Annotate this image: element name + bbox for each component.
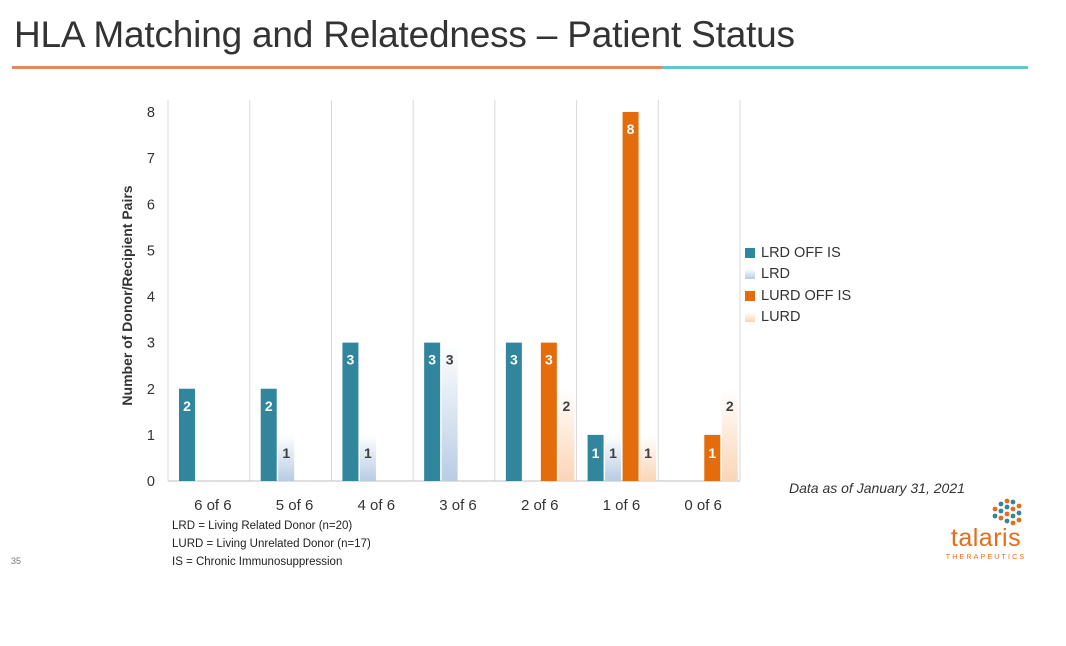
data-as-of-note: Data as of January 31, 2021 [789,480,965,496]
logo-dot [1010,520,1016,526]
slide-title: HLA Matching and Relatedness – Patient S… [14,14,795,55]
bar [441,342,458,481]
logo-dot [1004,504,1010,510]
y-tick-label: 8 [147,105,155,121]
x-tick-label: 0 of 6 [684,497,722,514]
data-label: 8 [627,121,635,137]
data-label: 3 [347,352,355,368]
logo-dot [998,501,1004,507]
legend-item: LRD OFF IS [745,242,851,264]
legend-item: LURD OFF IS [745,285,851,307]
bar [505,342,522,481]
data-label: 1 [644,445,652,461]
bar [424,342,441,481]
bar [640,434,657,481]
legend-item: LURD [745,307,851,329]
logo-wordmark: talaris [950,524,1022,552]
legend-label: LURD OFF IS [761,287,852,304]
x-tick-label: 2 of 6 [521,497,559,514]
y-tick-label: 4 [147,290,155,306]
logo-dots-icon [992,498,1022,526]
logo-dot [1016,517,1022,523]
data-label: 1 [364,445,372,461]
legend-label: LRD OFF IS [761,244,841,261]
logo-dot [998,515,1004,521]
bar [260,388,277,481]
legend-label: LRD [761,266,791,283]
legend-swatch [745,269,755,280]
y-tick-label: 5 [147,243,155,259]
data-label: 2 [183,398,191,414]
x-tick-label: 6 of 6 [194,497,232,514]
title-underline-orange [12,66,662,69]
bar [278,434,295,481]
title-underline-teal [662,66,1028,69]
y-tick-label: 1 [147,428,155,444]
y-tick-label: 0 [147,474,155,490]
footnote-lrd: LRD = Living Related Donor (n=20) [172,520,353,532]
legend-swatch [745,312,755,323]
bar [540,342,557,481]
bar [622,112,639,481]
y-axis-label: Number of Donor/Recipient Pairs [119,185,135,405]
y-tick-label: 6 [147,197,155,213]
logo-dot [998,508,1004,514]
y-tick-label: 3 [147,336,155,352]
logo-dot [1004,518,1010,524]
bar [704,434,721,481]
legend-swatch [745,247,755,258]
y-tick-label: 2 [147,382,155,398]
footnote-is: IS = Chronic Immunosuppression [172,556,343,568]
y-tick-label: 7 [147,151,155,167]
x-tick-label: 3 of 6 [439,497,477,514]
bar [179,388,195,481]
bar [558,388,575,481]
bar [342,342,359,481]
data-label: 1 [609,445,617,461]
logo-dot [1004,498,1010,504]
logo-dot [1010,499,1016,505]
logo-dot [1016,510,1022,516]
x-tick-label: 4 of 6 [358,497,396,514]
legend-item: LRD [745,264,851,286]
x-tick-label: 5 of 6 [276,497,314,514]
logo-subtitle: THERAPEUTICS [945,554,1027,561]
legend-swatch [745,290,755,301]
logo-dot [1004,511,1010,517]
company-logo: talaris THERAPEUTICS [940,498,1032,568]
data-label: 3 [446,352,454,368]
data-label: 2 [562,398,570,414]
data-label: 3 [510,352,518,368]
footnote-lurd: LURD = Living Unrelated Donor (n=17) [172,538,371,550]
bar [587,434,604,481]
x-tick-label: 1 of 6 [603,497,641,514]
data-label: 2 [726,398,734,414]
chart-legend: LRD OFF IS LRD LURD OFF IS LURD [745,242,851,328]
logo-dot [1016,503,1022,509]
logo-dot [1010,506,1016,512]
bar [721,388,738,481]
footnotes: LRD = Living Related Donor (n=20) LURD =… [172,517,371,571]
logo-dot [992,506,998,512]
logo-dot [992,513,998,519]
logo-dot [1010,513,1016,519]
title-underline [12,66,1028,69]
data-label: 1 [282,445,290,461]
page-number: 35 [11,556,22,566]
data-label: 1 [708,445,716,461]
legend-label: LURD [761,309,801,326]
data-label: 3 [428,352,436,368]
data-label: 3 [545,352,553,368]
data-label: 1 [592,445,600,461]
bar [359,434,376,481]
data-label: 2 [265,398,273,414]
bar [605,434,622,481]
